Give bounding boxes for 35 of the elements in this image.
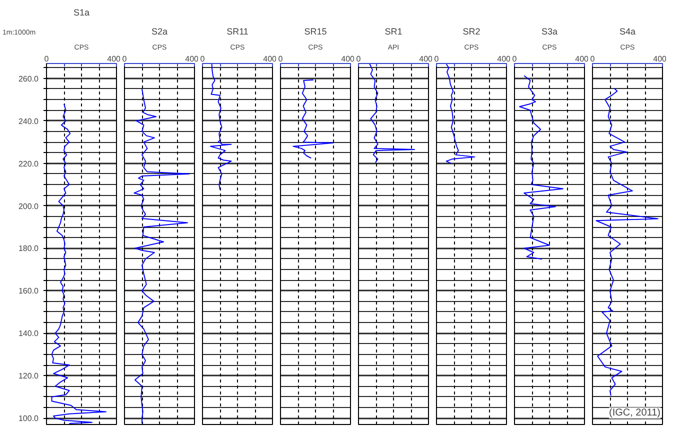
x-tick-label: 0 bbox=[590, 54, 596, 64]
y-tick-label: 140.0 bbox=[18, 329, 40, 338]
y-tick-label: 160.0 bbox=[18, 286, 40, 296]
annotation: (IGC, 2011) bbox=[609, 408, 660, 418]
y-tick-label: 100.0 bbox=[18, 414, 40, 424]
line-series bbox=[51, 103, 106, 424]
chart-title: SR1 bbox=[384, 26, 402, 36]
x-tick-label: 400 bbox=[419, 54, 434, 64]
y-tick-label: 200.0 bbox=[18, 202, 40, 211]
chart-title: SR11 bbox=[226, 26, 248, 36]
x-tick-label: 0 bbox=[44, 54, 50, 64]
x-tick-label: 400 bbox=[185, 54, 200, 64]
chart-title: S4a bbox=[619, 26, 636, 36]
chart-title: S2a bbox=[151, 26, 168, 36]
y-tick-label: 260.0 bbox=[18, 74, 40, 84]
x-tick-label: 0 bbox=[200, 54, 206, 64]
x-tick-label: 400 bbox=[107, 54, 122, 64]
x-tick-label: 0 bbox=[278, 54, 284, 64]
x-tick-label: 0 bbox=[512, 54, 518, 64]
x-tick-label: 400 bbox=[497, 54, 512, 64]
chart-title: S3a bbox=[541, 26, 558, 36]
y-tick-label: 220.0 bbox=[18, 159, 40, 168]
chart-title: SR15 bbox=[304, 26, 327, 36]
x-tick-label: 400 bbox=[341, 54, 356, 64]
y-tick-label: 180.0 bbox=[18, 244, 40, 254]
x-tick-label: 0 bbox=[356, 54, 362, 64]
chart-title: SR2 bbox=[462, 26, 480, 36]
y-tick-label: 120.0 bbox=[18, 372, 40, 381]
x-tick-label: 400 bbox=[575, 54, 590, 64]
x-tick-label: 0 bbox=[122, 54, 128, 64]
x-tick-label: 400 bbox=[263, 54, 278, 64]
y-tick-label: 240.0 bbox=[18, 116, 40, 126]
x-tick-label: 0 bbox=[434, 54, 440, 64]
chart-title: S1a bbox=[73, 8, 90, 18]
x-tick-label: 400 bbox=[653, 54, 668, 64]
